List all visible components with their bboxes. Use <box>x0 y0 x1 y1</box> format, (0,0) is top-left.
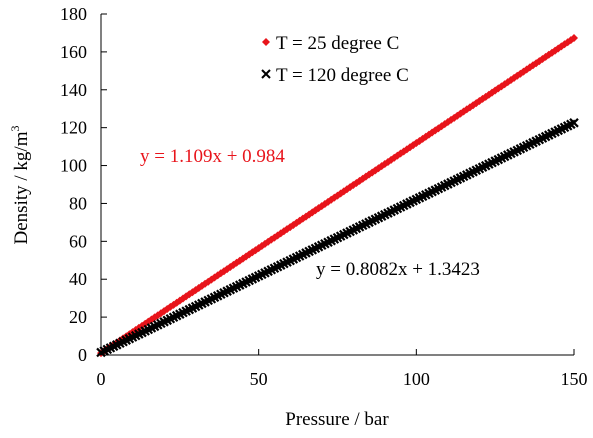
legend-label-120c: T = 120 degree C <box>276 65 409 86</box>
y-tick-label-20: 20 <box>69 307 87 327</box>
legend-marker-25c-diamond-icon <box>262 38 270 46</box>
y-axis-title-superscript: 3 <box>8 126 22 132</box>
y-tick-label-160: 160 <box>60 42 87 62</box>
trendline-120c <box>100 121 575 354</box>
x-axis-title: Pressure / bar <box>285 409 389 430</box>
series-layer <box>96 33 579 358</box>
x-tick-label-0: 0 <box>97 369 106 389</box>
y-tick-label-0: 0 <box>78 345 87 365</box>
legend-label-25c: T = 25 degree C <box>276 33 399 54</box>
y-axis-title-main: Density / kg/m <box>11 131 32 244</box>
y-axis-title-group: Density / kg/m3 <box>8 126 32 245</box>
trendline-25c <box>100 37 575 354</box>
y-axis-ticks: 0 20 40 60 80 100 120 140 160 180 <box>60 4 107 365</box>
y-tick-label-120: 120 <box>60 118 87 138</box>
legend: T = 25 degree C T = 120 degree C <box>261 33 409 86</box>
x-tick-label-50: 50 <box>250 369 268 389</box>
y-tick-label-140: 140 <box>60 80 87 100</box>
y-tick-label-180: 180 <box>60 4 87 24</box>
x-tick-label-100: 100 <box>403 369 430 389</box>
series-120c <box>96 118 579 358</box>
y-tick-label-40: 40 <box>69 269 87 289</box>
y-tick-label-80: 80 <box>69 193 87 213</box>
y-tick-label-100: 100 <box>60 156 87 176</box>
trendline-label-25c: y = 1.109x + 0.984 <box>140 146 285 167</box>
y-tick-label-60: 60 <box>69 231 87 251</box>
legend-marker-120c-x-icon <box>261 69 271 79</box>
y-axis-title: Density / kg/m3 <box>8 126 32 245</box>
trendline-label-120c: y = 0.8082x + 1.3423 <box>316 259 480 280</box>
x-tick-label-150: 150 <box>561 369 588 389</box>
